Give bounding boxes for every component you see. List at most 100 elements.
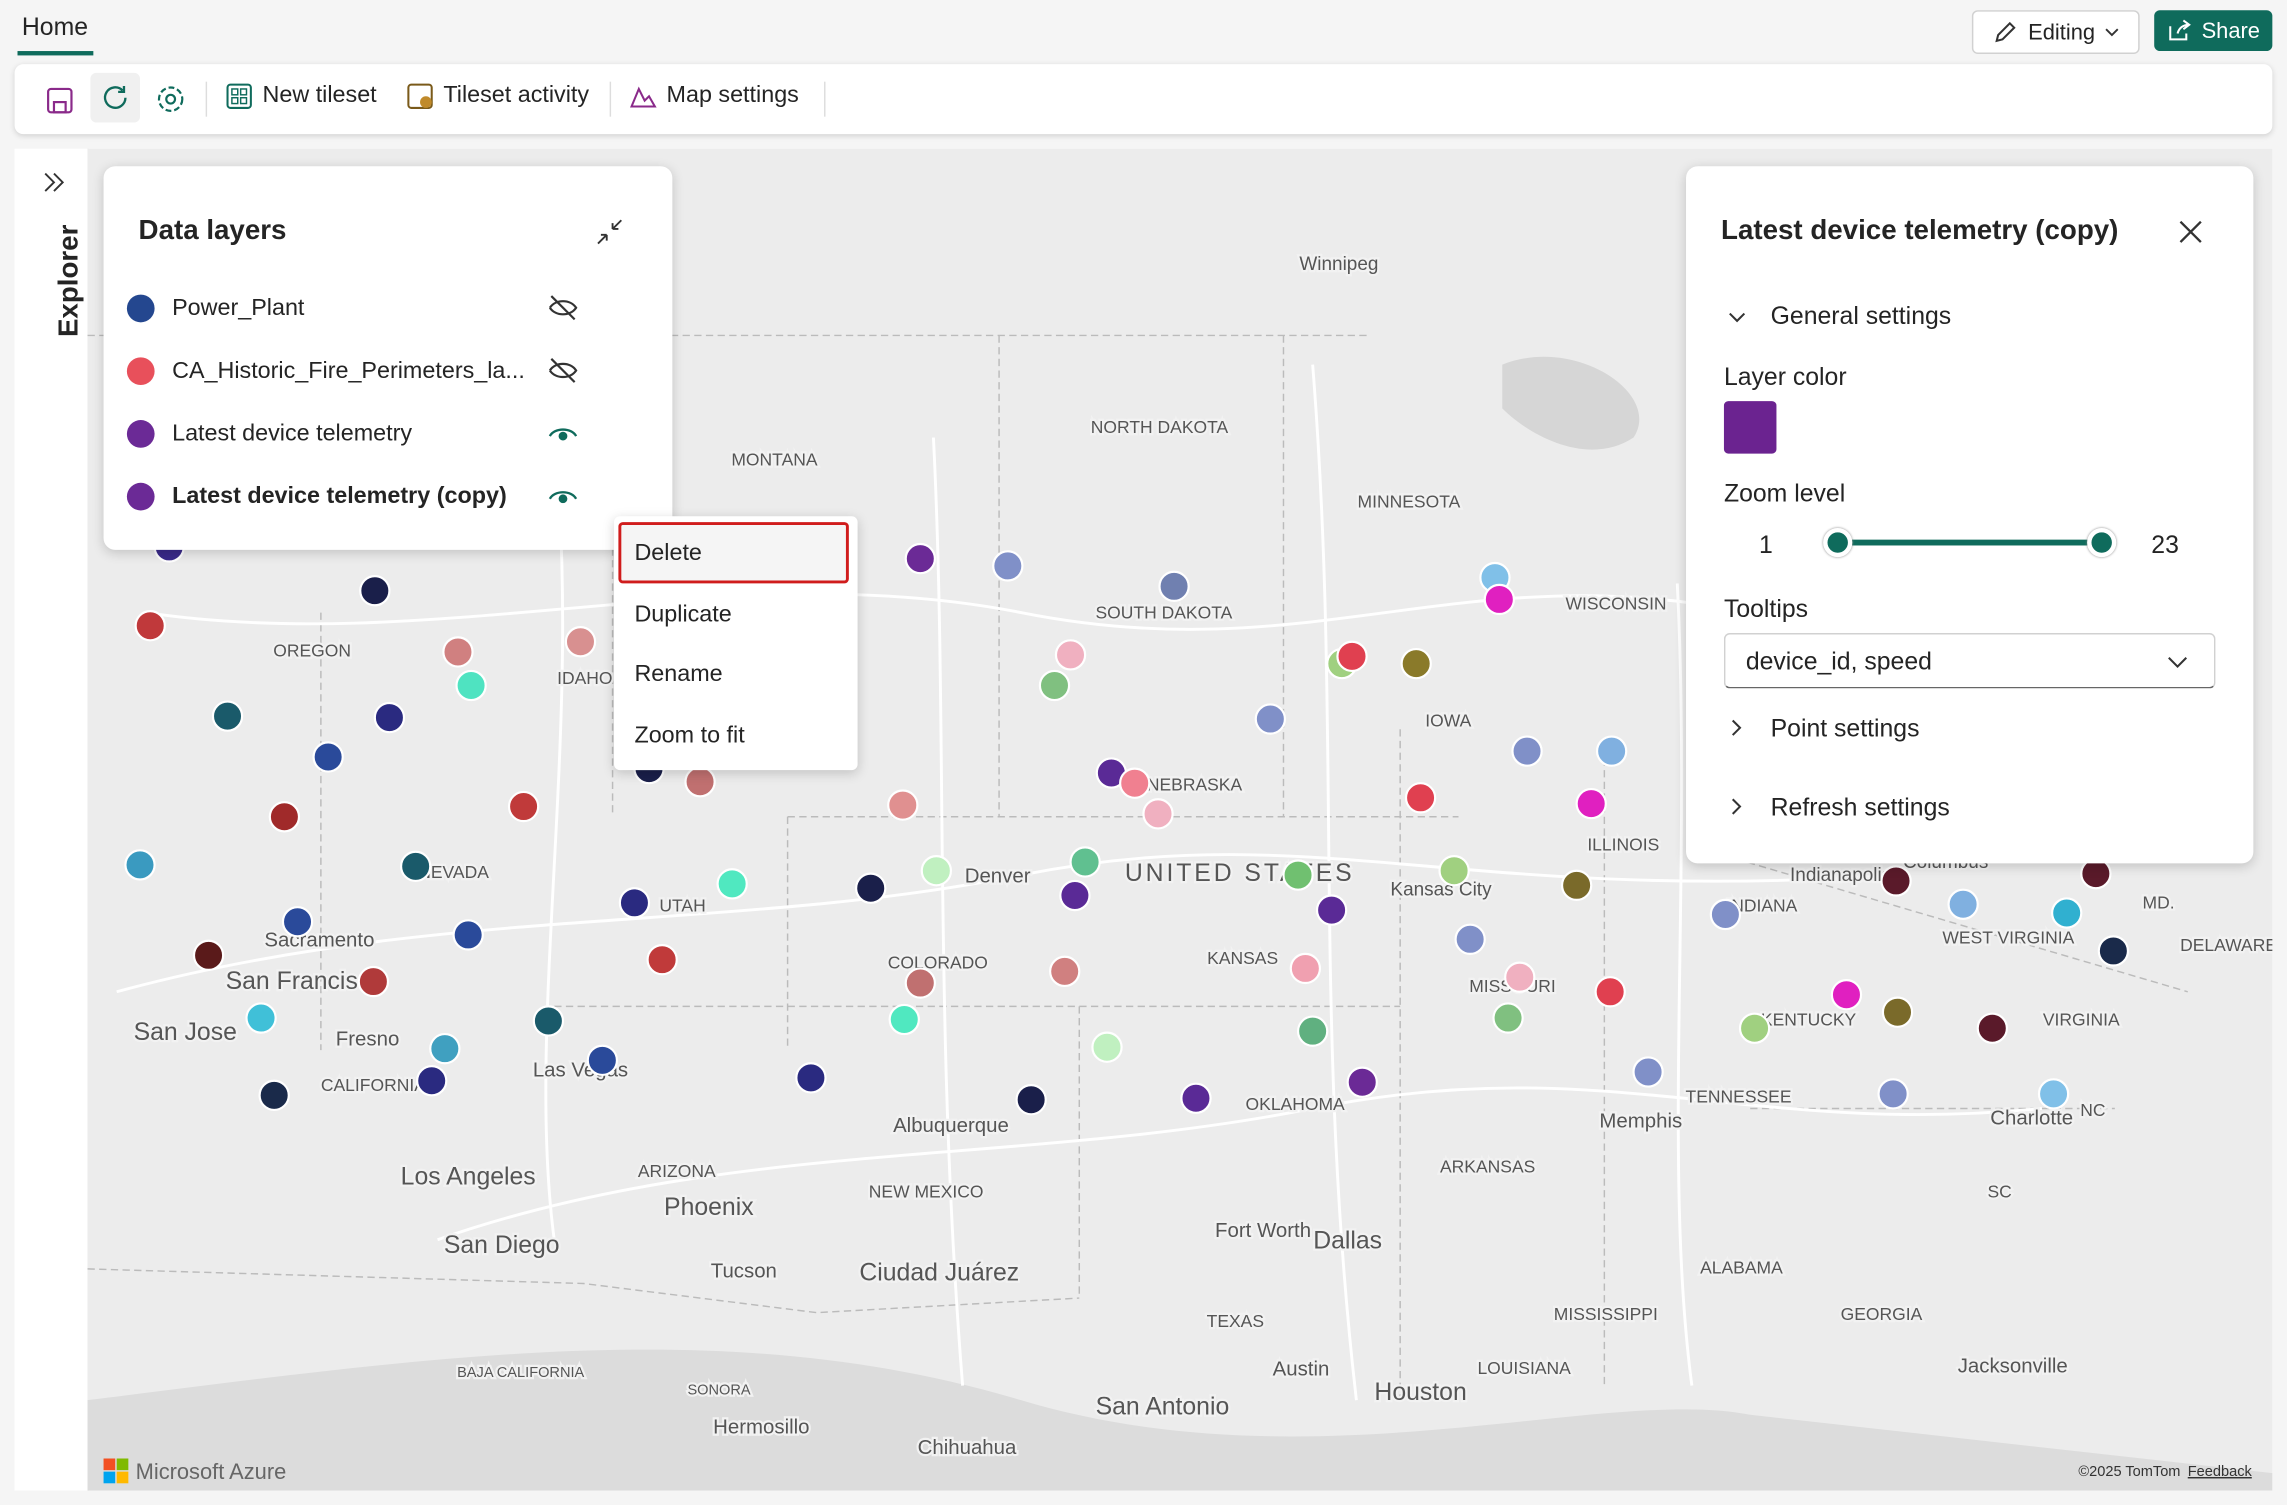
map-marker[interactable]: [1976, 1012, 2008, 1044]
slider-thumb[interactable]: [2087, 527, 2117, 558]
map-marker[interactable]: [124, 849, 156, 881]
map-marker[interactable]: [1575, 787, 1607, 820]
map-marker[interactable]: [1158, 570, 1190, 602]
menu-item[interactable]: Rename: [634, 662, 723, 687]
map-marker[interactable]: [2037, 1078, 2070, 1110]
map-marker[interactable]: [1289, 952, 1322, 985]
map-marker[interactable]: [887, 789, 919, 821]
map-marker[interactable]: [855, 872, 887, 904]
map-marker[interactable]: [312, 741, 344, 773]
map-marker[interactable]: [211, 700, 244, 732]
map-marker[interactable]: [1880, 865, 1912, 897]
map-marker[interactable]: [1483, 583, 1516, 616]
map-marker[interactable]: [1404, 782, 1437, 814]
map-marker[interactable]: [1632, 1056, 1664, 1088]
map-settings-button[interactable]: Map settings: [629, 82, 799, 111]
map-marker[interactable]: [586, 1044, 619, 1077]
map-marker[interactable]: [373, 701, 406, 734]
map-marker[interactable]: [507, 790, 540, 823]
map-marker[interactable]: [2097, 935, 2130, 967]
map-marker[interactable]: [268, 801, 301, 833]
map-marker[interactable]: [904, 967, 936, 999]
share-button[interactable]: Share: [2154, 10, 2273, 52]
map-marker[interactable]: [1595, 735, 1628, 767]
map-marker[interactable]: [1346, 1066, 1378, 1098]
map-marker[interactable]: [1180, 1082, 1212, 1114]
map-marker[interactable]: [1015, 1084, 1047, 1116]
map-marker[interactable]: [1054, 639, 1087, 671]
feedback-link[interactable]: Feedback: [2188, 1464, 2253, 1480]
map-marker[interactable]: [192, 939, 225, 971]
map-marker[interactable]: [920, 855, 953, 887]
map-marker[interactable]: [904, 542, 936, 575]
map-marker[interactable]: [359, 575, 391, 607]
map-marker[interactable]: [258, 1079, 290, 1112]
map-marker[interactable]: [992, 550, 1024, 582]
slider-thumb[interactable]: [1823, 527, 1853, 558]
map-marker[interactable]: [281, 906, 314, 938]
map-marker[interactable]: [1282, 859, 1314, 891]
map-marker[interactable]: [1504, 961, 1536, 993]
tileset-activity-button[interactable]: Tileset activity: [405, 82, 589, 111]
home-tab[interactable]: Home: [21, 13, 89, 41]
visible-icon[interactable]: [547, 417, 579, 449]
hidden-icon[interactable]: [547, 292, 579, 324]
section-header[interactable]: General settings: [1770, 301, 1952, 330]
section-header[interactable]: Point settings: [1770, 714, 1920, 743]
map-marker[interactable]: [1254, 703, 1287, 735]
map-marker[interactable]: [1947, 888, 1979, 920]
editing-button[interactable]: Editing: [1971, 10, 2140, 54]
visible-icon[interactable]: [547, 480, 579, 512]
map-marker[interactable]: [1560, 869, 1593, 901]
map-marker[interactable]: [1438, 855, 1470, 887]
layer-row[interactable]: CA_Historic_Fire_Perimeters_la...: [126, 354, 594, 386]
map-marker[interactable]: [1738, 1012, 1771, 1044]
expand-icon[interactable]: [41, 169, 67, 195]
map-marker[interactable]: [1492, 1002, 1524, 1034]
map-marker[interactable]: [564, 626, 597, 658]
map-marker[interactable]: [1296, 1015, 1329, 1047]
hidden-icon[interactable]: [547, 354, 579, 386]
collapse-icon[interactable]: [594, 216, 626, 248]
map-marker[interactable]: [455, 669, 487, 702]
map-marker[interactable]: [1038, 669, 1071, 702]
save-icon[interactable]: [44, 85, 76, 117]
menu-item[interactable]: Delete: [634, 541, 702, 566]
settings-icon[interactable]: [155, 83, 187, 115]
menu-item[interactable]: Duplicate: [634, 601, 732, 627]
map-marker[interactable]: [646, 944, 678, 976]
map-marker[interactable]: [442, 636, 474, 668]
map-marker[interactable]: [1830, 979, 1863, 1011]
tooltips-dropdown[interactable]: device_id, speed: [1723, 632, 2216, 689]
map-marker[interactable]: [429, 1032, 461, 1065]
layer-row[interactable]: Power_Plant: [126, 292, 594, 324]
map-marker[interactable]: [532, 1005, 565, 1037]
refresh-button[interactable]: [90, 72, 141, 123]
map-marker[interactable]: [452, 919, 484, 951]
map-marker[interactable]: [1594, 976, 1626, 1008]
map-marker[interactable]: [2051, 897, 2083, 929]
map-marker[interactable]: [888, 1003, 920, 1036]
map-marker[interactable]: [684, 766, 716, 798]
section-header[interactable]: Refresh settings: [1770, 793, 1950, 822]
new-tileset-button[interactable]: New tileset: [225, 82, 377, 111]
map-marker[interactable]: [134, 610, 166, 642]
map-marker[interactable]: [1142, 798, 1174, 830]
map-marker[interactable]: [1400, 647, 1432, 680]
map-marker[interactable]: [357, 965, 390, 998]
map-marker[interactable]: [1069, 846, 1101, 878]
map-marker[interactable]: [1091, 1031, 1123, 1063]
map-marker[interactable]: [618, 887, 651, 919]
map-marker[interactable]: [245, 1002, 277, 1034]
map-marker[interactable]: [416, 1065, 448, 1097]
map-marker[interactable]: [716, 868, 748, 900]
map-marker[interactable]: [795, 1062, 827, 1094]
map[interactable]: Winnipeg MONTANA NORTH DAKOTA MINNESOTA SOUT…: [87, 148, 2273, 1491]
map-marker[interactable]: [1454, 923, 1486, 955]
layer-row[interactable]: Latest device telemetry: [126, 417, 594, 449]
map-marker[interactable]: [1877, 1078, 1909, 1110]
map-marker[interactable]: [1059, 879, 1091, 912]
map-marker[interactable]: [1315, 894, 1348, 926]
menu-item[interactable]: Zoom to fit: [634, 722, 745, 748]
map-marker[interactable]: [1336, 640, 1368, 673]
